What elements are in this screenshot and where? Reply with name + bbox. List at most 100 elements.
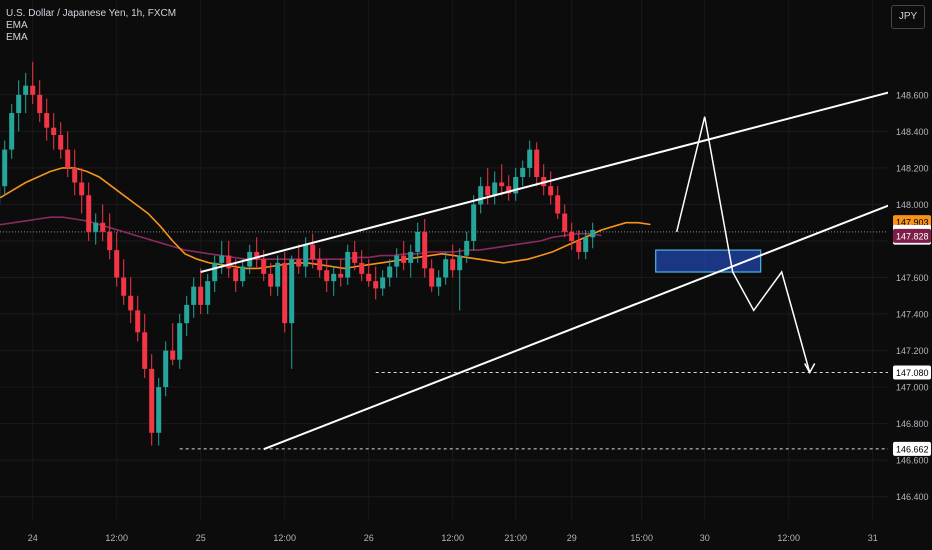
- candle-body[interactable]: [373, 281, 379, 289]
- candle-body[interactable]: [548, 186, 554, 196]
- candle-body[interactable]: [114, 250, 120, 278]
- candle-body[interactable]: [443, 259, 449, 278]
- price-label-tag: [893, 441, 931, 456]
- candle-body[interactable]: [240, 266, 246, 282]
- candle-body[interactable]: [16, 94, 22, 114]
- candle-body[interactable]: [422, 231, 428, 269]
- candle-body[interactable]: [317, 259, 323, 271]
- candle-body[interactable]: [331, 273, 337, 282]
- candle-body[interactable]: [310, 244, 316, 260]
- candle-body[interactable]: [527, 149, 533, 168]
- candle-body[interactable]: [296, 259, 302, 267]
- candle-body[interactable]: [37, 94, 43, 114]
- candle-body[interactable]: [338, 273, 344, 278]
- candle-body[interactable]: [226, 255, 232, 269]
- currency-button[interactable]: JPY: [891, 5, 925, 29]
- candle-body[interactable]: [44, 113, 50, 128]
- indicator-ema-slow[interactable]: EMA: [6, 32, 28, 43]
- candle-body[interactable]: [520, 167, 526, 178]
- candle-body[interactable]: [457, 255, 463, 271]
- y-tick-label: 147.200: [896, 346, 929, 356]
- upper-channel-line[interactable]: [200, 84, 915, 273]
- candle-body[interactable]: [380, 277, 386, 289]
- candle-body[interactable]: [464, 240, 470, 256]
- candle-body[interactable]: [2, 149, 8, 187]
- candle-body[interactable]: [23, 85, 29, 95]
- candle-body[interactable]: [121, 277, 127, 296]
- candle-body[interactable]: [401, 255, 407, 263]
- candle-body[interactable]: [345, 251, 351, 278]
- candle-body[interactable]: [205, 281, 211, 305]
- candle-body[interactable]: [569, 231, 575, 241]
- candle-body[interactable]: [478, 186, 484, 205]
- candle-body[interactable]: [289, 259, 295, 324]
- candle-body[interactable]: [163, 350, 169, 388]
- candle-body[interactable]: [506, 186, 512, 194]
- indicator-ema-fast[interactable]: EMA: [6, 20, 28, 31]
- candle-body[interactable]: [324, 270, 330, 282]
- x-tick-label: 12:00: [105, 533, 128, 543]
- candle-body[interactable]: [198, 286, 204, 305]
- candle-body[interactable]: [513, 177, 519, 194]
- x-tick-label: 29: [567, 533, 577, 543]
- candle-body[interactable]: [590, 230, 596, 238]
- candle-body[interactable]: [492, 182, 498, 196]
- candle-body[interactable]: [100, 222, 106, 232]
- candle-body[interactable]: [65, 149, 71, 168]
- candle-body[interactable]: [212, 262, 218, 282]
- candle-body[interactable]: [156, 387, 162, 433]
- candle-body[interactable]: [30, 85, 36, 95]
- candle-body[interactable]: [415, 231, 421, 252]
- candle-body[interactable]: [485, 186, 491, 196]
- x-tick-label: 15:00: [630, 533, 653, 543]
- candle-body[interactable]: [436, 277, 442, 287]
- candle-body[interactable]: [366, 273, 372, 282]
- candle-body[interactable]: [359, 262, 365, 274]
- candle-body[interactable]: [268, 273, 274, 287]
- candle-body[interactable]: [128, 295, 134, 311]
- candle-body[interactable]: [450, 259, 456, 271]
- candle-body[interactable]: [72, 167, 78, 183]
- candle-body[interactable]: [562, 213, 568, 232]
- candle-body[interactable]: [303, 244, 309, 267]
- candle-body[interactable]: [191, 286, 197, 305]
- candle-body[interactable]: [534, 149, 540, 178]
- candle-body[interactable]: [184, 304, 190, 324]
- projection-path[interactable]: [675, 116, 811, 373]
- candle-body[interactable]: [282, 262, 288, 324]
- candle-body[interactable]: [93, 222, 99, 232]
- candle-body[interactable]: [408, 251, 414, 263]
- candle-body[interactable]: [233, 268, 239, 282]
- price-axis[interactable]: [888, 0, 932, 550]
- candle-body[interactable]: [135, 310, 141, 333]
- candle-body[interactable]: [79, 182, 85, 196]
- candle-body[interactable]: [429, 268, 435, 287]
- candle-body[interactable]: [352, 251, 358, 263]
- y-tick-label: 146.400: [896, 492, 929, 502]
- symbol-title[interactable]: U.S. Dollar / Japanese Yen, 1h, FXCM: [6, 8, 177, 19]
- candle-body[interactable]: [177, 323, 183, 360]
- candle-body[interactable]: [394, 255, 400, 267]
- candle-body[interactable]: [107, 231, 113, 251]
- candle-body[interactable]: [275, 262, 281, 287]
- lower-channel-line[interactable]: [263, 194, 916, 451]
- candle-body[interactable]: [261, 259, 267, 274]
- candle-body[interactable]: [149, 368, 155, 433]
- candle-body[interactable]: [576, 240, 582, 252]
- candle-body[interactable]: [51, 127, 57, 135]
- candle-body[interactable]: [254, 251, 260, 260]
- candle-body[interactable]: [142, 332, 148, 369]
- candle-body[interactable]: [86, 195, 92, 232]
- candle-body[interactable]: [583, 237, 589, 252]
- candle-body[interactable]: [58, 135, 64, 150]
- candle-body[interactable]: [499, 182, 505, 187]
- candle-body[interactable]: [555, 195, 561, 214]
- candle-body[interactable]: [9, 113, 15, 150]
- candle-body[interactable]: [471, 204, 477, 241]
- candle-body[interactable]: [170, 350, 176, 360]
- price-label-tag: [893, 365, 931, 380]
- time-axis[interactable]: [0, 520, 888, 550]
- candle-body[interactable]: [219, 255, 225, 263]
- candle-body[interactable]: [387, 266, 393, 278]
